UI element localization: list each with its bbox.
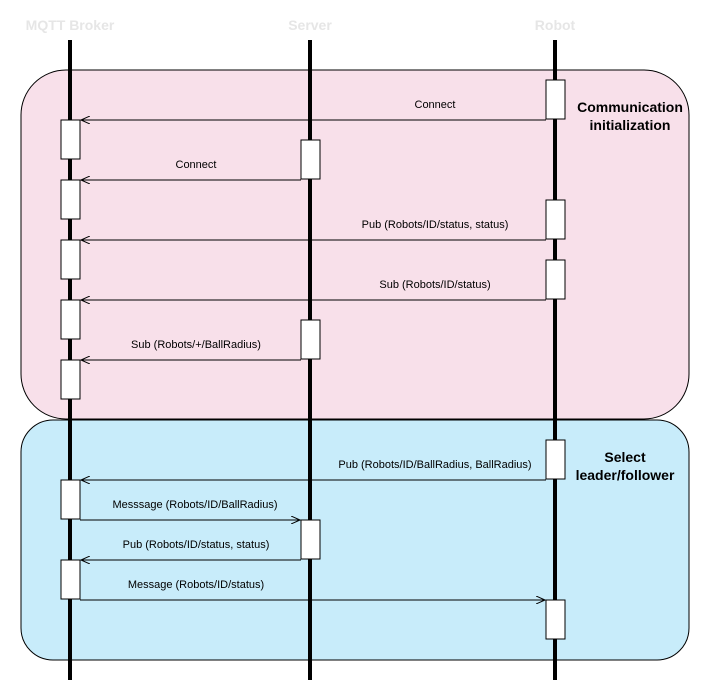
activation-box-broker [60, 239, 81, 280]
message-label-message-ballradius: Messsage (Robots/ID/BallRadius) [112, 499, 277, 511]
phase-title-communication: Communication [577, 99, 683, 115]
phase-communication-initialization [20, 69, 690, 420]
message-label-pub-status: Pub (Robots/ID/status, status) [362, 219, 509, 231]
phase-select-leader-follower [20, 419, 690, 661]
activation-box-server [300, 319, 321, 360]
message-label-sub-ballradius: Sub (Robots/+/BallRadius) [131, 339, 261, 351]
phase-title-select: Select [604, 449, 646, 465]
activation-box-broker [60, 299, 81, 340]
message-label-connect-server: Connect [176, 159, 217, 171]
phase-title-initialization: initialization [590, 117, 671, 133]
message-label-connect-robot: Connect [415, 99, 456, 111]
activation-box-broker [60, 179, 81, 220]
participant-label-robot: Robot [535, 17, 576, 33]
activation-box-robot [545, 199, 566, 240]
phase-title-leader-follower: leader/follower [576, 467, 675, 483]
message-label-sub-status: Sub (Robots/ID/status) [379, 279, 490, 291]
activation-box-broker [60, 559, 81, 600]
activation-box-broker [60, 359, 81, 400]
message-label-pub-status-server: Pub (Robots/ID/status, status) [123, 539, 270, 551]
participant-label-server: Server [288, 17, 332, 33]
activation-box-broker [60, 479, 81, 520]
activation-box-broker [60, 119, 81, 160]
activation-box-robot [545, 79, 566, 120]
activation-box-server [300, 139, 321, 180]
activation-box-server [300, 519, 321, 560]
activation-box-robot [545, 439, 566, 480]
message-label-pub-ballradius: Pub (Robots/ID/BallRadius, BallRadius) [338, 459, 531, 471]
activation-box-robot [545, 599, 566, 640]
participant-label-broker: MQTT Broker [26, 17, 115, 33]
activation-box-robot [545, 259, 566, 300]
message-label-message-status: Message (Robots/ID/status) [128, 579, 264, 591]
